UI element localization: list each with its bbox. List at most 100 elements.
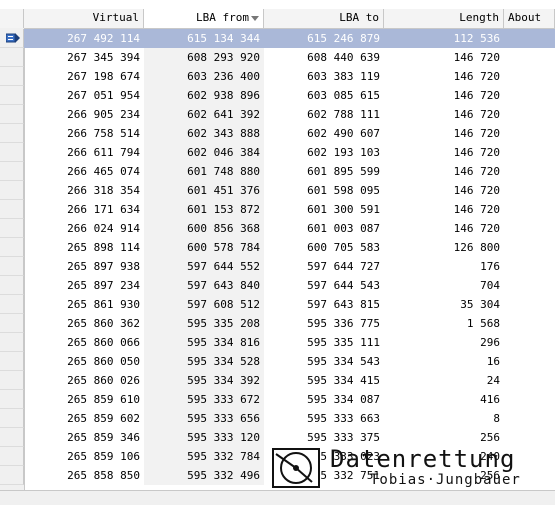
cell-lba-from[interactable]: 601 153 872 — [144, 200, 264, 219]
table-row[interactable]: 265 860 362 595 335 208 595 336 775 1 568 — [0, 314, 555, 333]
cell-about[interactable] — [504, 143, 555, 162]
cell-about[interactable] — [504, 181, 555, 200]
cell-lba-to[interactable]: 597 643 815 — [307, 298, 380, 311]
row-selector[interactable] — [0, 447, 24, 466]
cell-about[interactable] — [504, 48, 555, 67]
row-selector[interactable] — [0, 314, 24, 333]
row-selector[interactable] — [0, 466, 24, 485]
column-header-length[interactable]: Length — [384, 9, 504, 28]
table-row[interactable]: 265 860 066 595 334 816 595 335 111 296 — [0, 333, 555, 352]
row-selector[interactable] — [0, 238, 24, 257]
cell-virtual[interactable]: 267 345 394 — [67, 51, 140, 64]
row-selector[interactable] — [0, 219, 24, 238]
horizontal-scrollbar[interactable] — [0, 490, 555, 505]
row-selector[interactable] — [0, 200, 24, 219]
cell-lba-from[interactable]: 595 334 528 — [144, 352, 264, 371]
cell-lba-to[interactable]: 595 333 023 — [307, 450, 380, 463]
cell-lba-from[interactable]: 602 046 384 — [144, 143, 264, 162]
cell-lba-from[interactable]: 615 134 344 — [144, 29, 264, 48]
table-row[interactable]: 265 858 850 595 332 496 595 332 751 256 — [0, 466, 555, 485]
cell-about[interactable] — [504, 238, 555, 257]
cell-lba-from[interactable]: 595 332 784 — [144, 447, 264, 466]
cell-virtual[interactable]: 266 611 794 — [67, 146, 140, 159]
cell-virtual[interactable]: 265 860 362 — [67, 317, 140, 330]
cell-lba-from[interactable]: 603 236 400 — [144, 67, 264, 86]
cell-about[interactable] — [504, 67, 555, 86]
cell-lba-to[interactable]: 608 440 639 — [307, 51, 380, 64]
cell-about[interactable] — [504, 352, 555, 371]
cell-virtual[interactable]: 265 859 106 — [67, 450, 140, 463]
cell-length[interactable]: 146 720 — [453, 203, 500, 216]
cell-about[interactable] — [504, 390, 555, 409]
cell-about[interactable] — [504, 276, 555, 295]
cell-virtual[interactable]: 265 860 050 — [67, 355, 140, 368]
cell-lba-to[interactable]: 603 085 615 — [307, 89, 380, 102]
cell-lba-from[interactable]: 602 938 896 — [144, 86, 264, 105]
row-selector[interactable] — [0, 333, 24, 352]
cell-length[interactable]: 35 304 — [460, 298, 500, 311]
cell-length[interactable]: 112 536 — [384, 29, 504, 48]
cell-length[interactable]: 8 — [493, 412, 500, 425]
cell-length[interactable]: 24 — [486, 374, 500, 387]
cell-lba-from[interactable]: 600 856 368 — [144, 219, 264, 238]
table-row[interactable]: 265 860 050 595 334 528 595 334 543 16 — [0, 352, 555, 371]
extent-grid[interactable]: Virtual LBA from LBA to Length About 267… — [0, 0, 555, 490]
cell-virtual[interactable]: 266 465 074 — [67, 165, 140, 178]
table-row[interactable]: 266 465 074 601 748 880 601 895 599 146 720 — [0, 162, 555, 181]
row-selector[interactable] — [0, 48, 24, 67]
table-row[interactable]: 265 860 026 595 334 392 595 334 415 24 — [0, 371, 555, 390]
column-header-virtual[interactable]: Virtual — [24, 9, 144, 28]
cell-about[interactable] — [504, 295, 555, 314]
table-row[interactable]: 267 345 394 608 293 920 608 440 639 146 720 — [0, 48, 555, 67]
cell-lba-from[interactable]: 595 333 656 — [144, 409, 264, 428]
cell-lba-to[interactable]: 595 333 375 — [307, 431, 380, 444]
table-row[interactable]: 265 861 930 597 608 512 597 643 815 35 304 — [0, 295, 555, 314]
cell-lba-to[interactable]: 601 300 591 — [307, 203, 380, 216]
cell-virtual[interactable]: 265 858 850 — [67, 469, 140, 482]
cell-length[interactable]: 126 800 — [453, 241, 500, 254]
cell-lba-from[interactable]: 602 343 888 — [144, 124, 264, 143]
cell-lba-to[interactable]: 595 334 543 — [307, 355, 380, 368]
cell-about[interactable] — [504, 371, 555, 390]
cell-lba-to[interactable]: 595 333 663 — [307, 412, 380, 425]
table-row[interactable]: 265 898 114 600 578 784 600 705 583 126 800 — [0, 238, 555, 257]
cell-virtual[interactable]: 267 198 674 — [67, 70, 140, 83]
row-selector[interactable] — [0, 29, 24, 48]
cell-virtual[interactable]: 267 051 954 — [67, 89, 140, 102]
cell-lba-from[interactable]: 597 608 512 — [144, 295, 264, 314]
cell-lba-to[interactable]: 615 246 879 — [264, 29, 384, 48]
cell-lba-to[interactable]: 601 003 087 — [307, 222, 380, 235]
cell-about[interactable] — [504, 257, 555, 276]
cell-length[interactable]: 146 720 — [453, 89, 500, 102]
cell-lba-to[interactable]: 602 193 103 — [307, 146, 380, 159]
cell-lba-to[interactable]: 595 334 087 — [307, 393, 380, 406]
cell-about[interactable] — [504, 29, 555, 48]
cell-length[interactable]: 240 — [480, 450, 500, 463]
cell-virtual[interactable]: 266 171 634 — [67, 203, 140, 216]
cell-length[interactable]: 146 720 — [453, 165, 500, 178]
cell-lba-to[interactable]: 600 705 583 — [307, 241, 380, 254]
cell-length[interactable]: 416 — [480, 393, 500, 406]
cell-lba-to[interactable]: 595 332 751 — [307, 469, 380, 482]
row-selector[interactable] — [0, 181, 24, 200]
cell-lba-to[interactable]: 595 335 111 — [307, 336, 380, 349]
row-selector[interactable] — [0, 67, 24, 86]
cell-about[interactable] — [504, 124, 555, 143]
row-selector[interactable] — [0, 371, 24, 390]
cell-lba-to[interactable]: 597 644 543 — [307, 279, 380, 292]
cell-virtual[interactable]: 267 492 114 — [24, 29, 144, 48]
cell-lba-from[interactable]: 601 451 376 — [144, 181, 264, 200]
row-selector[interactable] — [0, 276, 24, 295]
cell-length[interactable]: 146 720 — [453, 184, 500, 197]
row-selector[interactable] — [0, 352, 24, 371]
table-row[interactable]: 265 859 602 595 333 656 595 333 663 8 — [0, 409, 555, 428]
cell-length[interactable]: 146 720 — [453, 51, 500, 64]
cell-virtual[interactable]: 265 861 930 — [67, 298, 140, 311]
cell-lba-from[interactable]: 601 748 880 — [144, 162, 264, 181]
cell-lba-from[interactable]: 595 332 496 — [144, 466, 264, 485]
table-row[interactable]: 265 897 234 597 643 840 597 644 543 704 — [0, 276, 555, 295]
cell-length[interactable]: 296 — [480, 336, 500, 349]
cell-about[interactable] — [504, 105, 555, 124]
cell-about[interactable] — [504, 333, 555, 352]
table-row[interactable]: 266 318 354 601 451 376 601 598 095 146 720 — [0, 181, 555, 200]
